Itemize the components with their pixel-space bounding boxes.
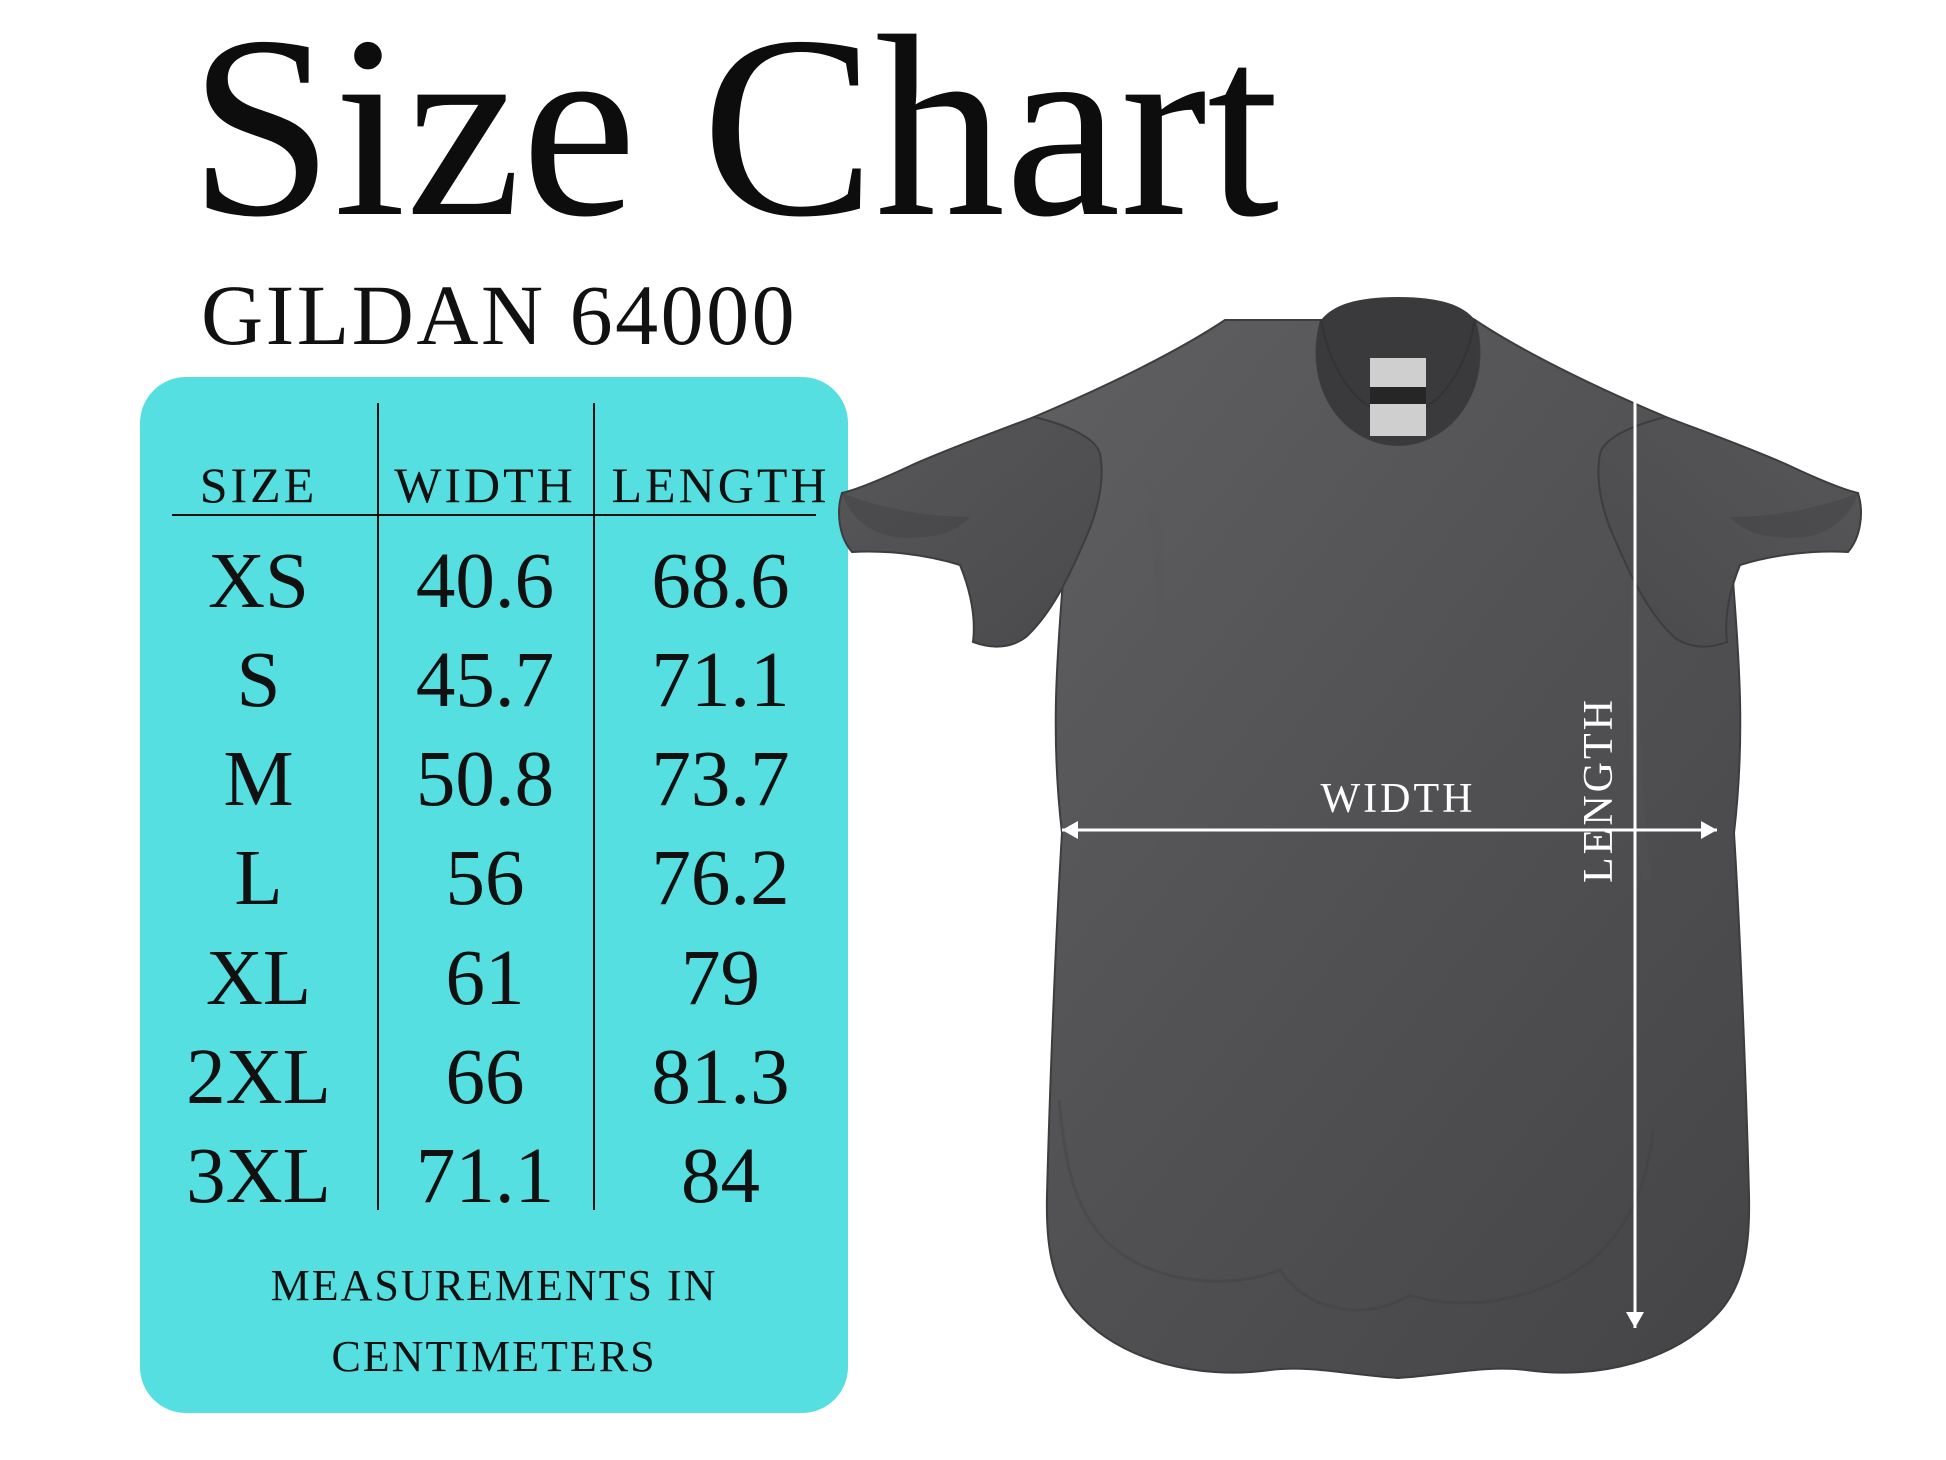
svg-text:LENGTH: LENGTH: [1576, 697, 1622, 883]
svg-text:WIDTH: WIDTH: [1321, 776, 1476, 822]
